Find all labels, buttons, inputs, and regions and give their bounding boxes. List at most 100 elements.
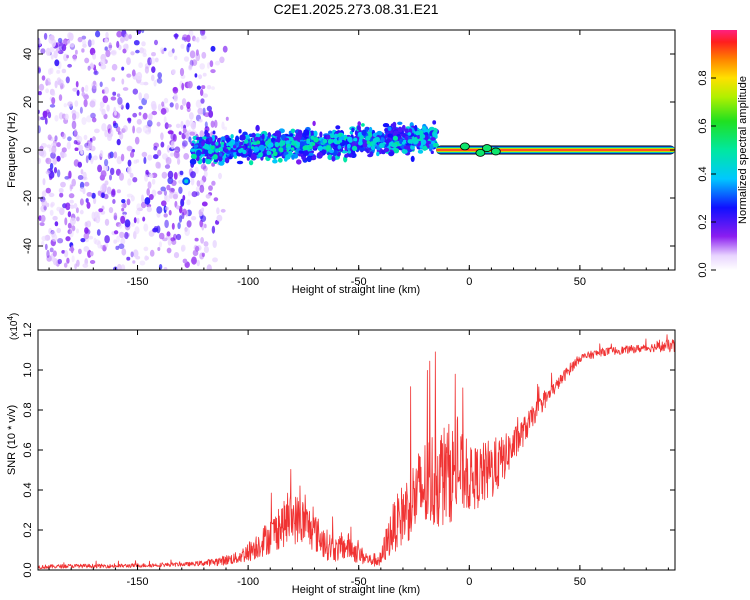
noise-blob bbox=[110, 96, 117, 101]
noise-blob bbox=[141, 151, 148, 158]
noise-blob bbox=[143, 246, 149, 252]
noise-blob bbox=[200, 98, 205, 104]
noise-blob bbox=[77, 175, 84, 180]
band-highlight bbox=[256, 140, 261, 145]
noise-blob bbox=[92, 53, 97, 60]
noise-blob bbox=[53, 167, 58, 174]
band-blob bbox=[303, 129, 310, 136]
band-blob bbox=[337, 145, 341, 150]
noise-blob bbox=[140, 201, 147, 209]
band-blob bbox=[313, 130, 318, 137]
noise-blob bbox=[135, 49, 140, 54]
noise-blob bbox=[137, 207, 143, 212]
noise-blob bbox=[83, 99, 88, 108]
noise-blob bbox=[38, 116, 41, 121]
noise-blob bbox=[113, 230, 119, 235]
band-blob bbox=[203, 149, 209, 155]
noise-blob bbox=[164, 219, 169, 229]
noise-blob bbox=[172, 193, 178, 200]
noise-blob bbox=[203, 241, 209, 247]
band-highlight bbox=[290, 147, 295, 151]
band-blob bbox=[199, 136, 203, 142]
band-blob bbox=[291, 154, 295, 160]
noise-blob bbox=[110, 190, 116, 198]
noise-blob bbox=[147, 119, 153, 127]
noise-blob bbox=[72, 87, 78, 92]
noise-blob bbox=[105, 31, 109, 39]
band-highlight bbox=[366, 140, 371, 145]
noise-blob bbox=[122, 48, 127, 54]
noise-blob bbox=[94, 128, 100, 134]
noise-blob bbox=[135, 209, 141, 216]
band-blob bbox=[414, 124, 418, 132]
noise-blob bbox=[108, 42, 112, 51]
noise-blob bbox=[80, 169, 84, 175]
band-highlight bbox=[411, 137, 417, 143]
x-tick-label: -50 bbox=[351, 276, 367, 288]
noise-blob bbox=[189, 131, 196, 136]
band-blob bbox=[224, 157, 230, 164]
band-blob bbox=[433, 132, 438, 137]
noise-blob bbox=[46, 255, 52, 262]
band-highlight bbox=[220, 144, 224, 148]
noise-blob bbox=[54, 59, 60, 67]
noise-blob bbox=[156, 121, 161, 127]
noise-blob bbox=[146, 206, 152, 213]
noise-blob bbox=[54, 80, 58, 89]
noise-blob bbox=[210, 120, 215, 128]
noise-blob bbox=[193, 38, 198, 42]
y-tick-label: 40 bbox=[22, 48, 34, 60]
noise-blob bbox=[126, 73, 132, 78]
band-blob bbox=[351, 127, 355, 133]
band-blob bbox=[387, 126, 392, 131]
band-highlight bbox=[420, 139, 427, 145]
snr-scale-factor: (x104) bbox=[6, 313, 20, 340]
noise-blob bbox=[167, 50, 174, 58]
noise-blob bbox=[176, 205, 180, 210]
noise-blob bbox=[191, 59, 198, 66]
noise-blob bbox=[203, 170, 208, 178]
noise-blob bbox=[88, 235, 94, 240]
noise-blob bbox=[53, 50, 58, 59]
noise-blob bbox=[183, 153, 190, 160]
band-blob bbox=[281, 142, 286, 146]
noise-blob bbox=[160, 186, 166, 192]
noise-blob bbox=[106, 186, 112, 195]
noise-blob bbox=[171, 48, 175, 54]
noise-blob bbox=[70, 245, 74, 254]
band-blob bbox=[330, 134, 335, 139]
band-highlight bbox=[250, 146, 255, 150]
noise-blob bbox=[104, 243, 109, 248]
band-blob bbox=[270, 137, 276, 142]
noise-blob bbox=[63, 153, 67, 158]
noise-blob bbox=[208, 110, 214, 118]
band-highlight bbox=[310, 135, 315, 140]
noise-blob bbox=[175, 102, 179, 110]
noise-blob bbox=[148, 113, 153, 121]
svg-text:(x104): (x104) bbox=[6, 313, 20, 340]
noise-blob bbox=[76, 259, 80, 267]
noise-blob bbox=[56, 227, 61, 234]
noise-blob bbox=[144, 255, 149, 261]
band-blob bbox=[254, 133, 261, 138]
noise-blob bbox=[191, 216, 197, 221]
band-blob bbox=[387, 133, 394, 139]
band-blob bbox=[215, 141, 219, 146]
noise-blob bbox=[124, 33, 130, 42]
noise-blob bbox=[93, 197, 97, 205]
noise-blob bbox=[190, 177, 195, 186]
noise-blob bbox=[186, 220, 192, 228]
noise-blob bbox=[45, 170, 51, 175]
noise-blob bbox=[173, 150, 180, 159]
band-blob bbox=[218, 160, 225, 166]
noise-blob bbox=[200, 215, 207, 223]
noise-blob bbox=[116, 40, 120, 49]
noise-blob bbox=[194, 73, 198, 78]
noise-blob bbox=[77, 36, 83, 43]
noise-blob bbox=[151, 74, 155, 82]
colorbar-tick-label: 0.6 bbox=[697, 118, 709, 133]
noise-blob bbox=[150, 100, 157, 109]
noise-blob bbox=[91, 81, 98, 90]
noise-blob bbox=[113, 151, 118, 159]
band-blob bbox=[353, 137, 358, 142]
